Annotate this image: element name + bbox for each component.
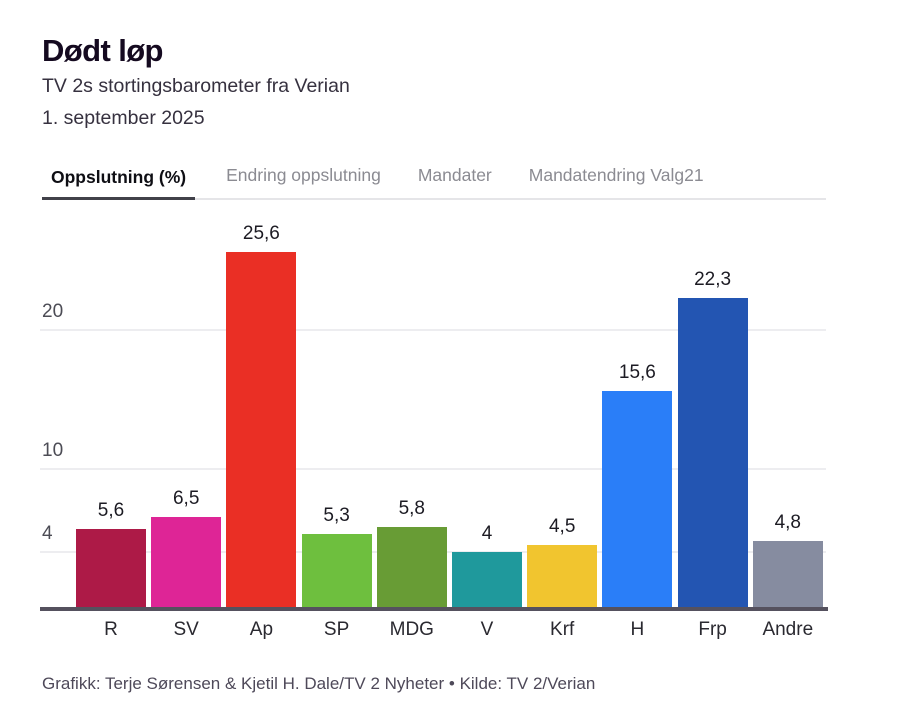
y-axis-tick-label: 4 (42, 522, 53, 544)
bar-mdg[interactable] (376, 526, 447, 607)
bar-ap[interactable] (226, 252, 297, 607)
x-axis-label-sv: SV (173, 619, 199, 640)
bar-frp[interactable] (677, 298, 748, 607)
x-axis-label-andre: Andre (762, 619, 814, 640)
value-label-ap: 25,6 (242, 223, 280, 245)
bar-sp[interactable] (301, 533, 372, 607)
tab-oppslutning[interactable]: Oppslutning (%) (42, 166, 196, 200)
subtitle-line-1: TV 2s stortingsbarometer fra Verian (42, 75, 350, 97)
bar-krf[interactable] (527, 544, 598, 607)
x-axis-label-ap: Ap (249, 619, 274, 640)
x-axis-label-frp: Frp (698, 619, 727, 640)
x-axis-label-h: H (630, 619, 645, 640)
value-label-frp: 22,3 (694, 269, 732, 291)
y-axis-tick-label: 20 (42, 301, 64, 322)
bar-h[interactable] (602, 390, 673, 607)
value-label-sv: 6,5 (172, 487, 200, 509)
subtitle-line-2: 1. september 2025 (42, 107, 205, 129)
chart-tabs: Oppslutning (%) Endring oppslutning Mandat… (42, 164, 826, 200)
bar-andre[interactable] (752, 540, 823, 607)
page-title: Dødt løp (42, 32, 163, 68)
gridline-10 (40, 467, 826, 470)
credit-line: Grafikk: Terje Sørensen & Kjetil H. Dale… (42, 674, 596, 693)
tab-endring-oppslutning[interactable]: Endring oppslutning (220, 164, 387, 198)
x-axis-label-sp: SP (323, 619, 350, 640)
value-label-andre: 4,8 (774, 511, 802, 533)
value-label-sp: 5,3 (323, 504, 350, 526)
chart-subtitle: TV 2s stortingsbarometer fra Verian 1. s… (42, 70, 350, 134)
x-axis-line (40, 607, 828, 611)
value-label-mdg: 5,8 (398, 497, 426, 519)
value-label-v: 4 (481, 522, 493, 544)
bar-r[interactable] (76, 529, 146, 607)
bar-sv[interactable] (151, 516, 222, 607)
tab-mandatendring-valg21[interactable]: Mandatendring Valg21 (523, 164, 710, 198)
x-axis-label-r: R (104, 619, 118, 640)
x-axis-label-v: V (480, 619, 494, 640)
gridline-20 (40, 329, 826, 331)
x-axis-label-mdg: MDG (389, 619, 434, 640)
value-label-h: 15,6 (618, 361, 656, 383)
bar-v[interactable] (452, 551, 522, 607)
value-label-krf: 4,5 (548, 515, 576, 537)
value-label-r: 5,6 (97, 500, 125, 522)
tab-mandater[interactable]: Mandater (412, 164, 498, 198)
x-axis-label-krf: Krf (550, 619, 575, 640)
y-axis-tick-label: 10 (42, 439, 64, 461)
